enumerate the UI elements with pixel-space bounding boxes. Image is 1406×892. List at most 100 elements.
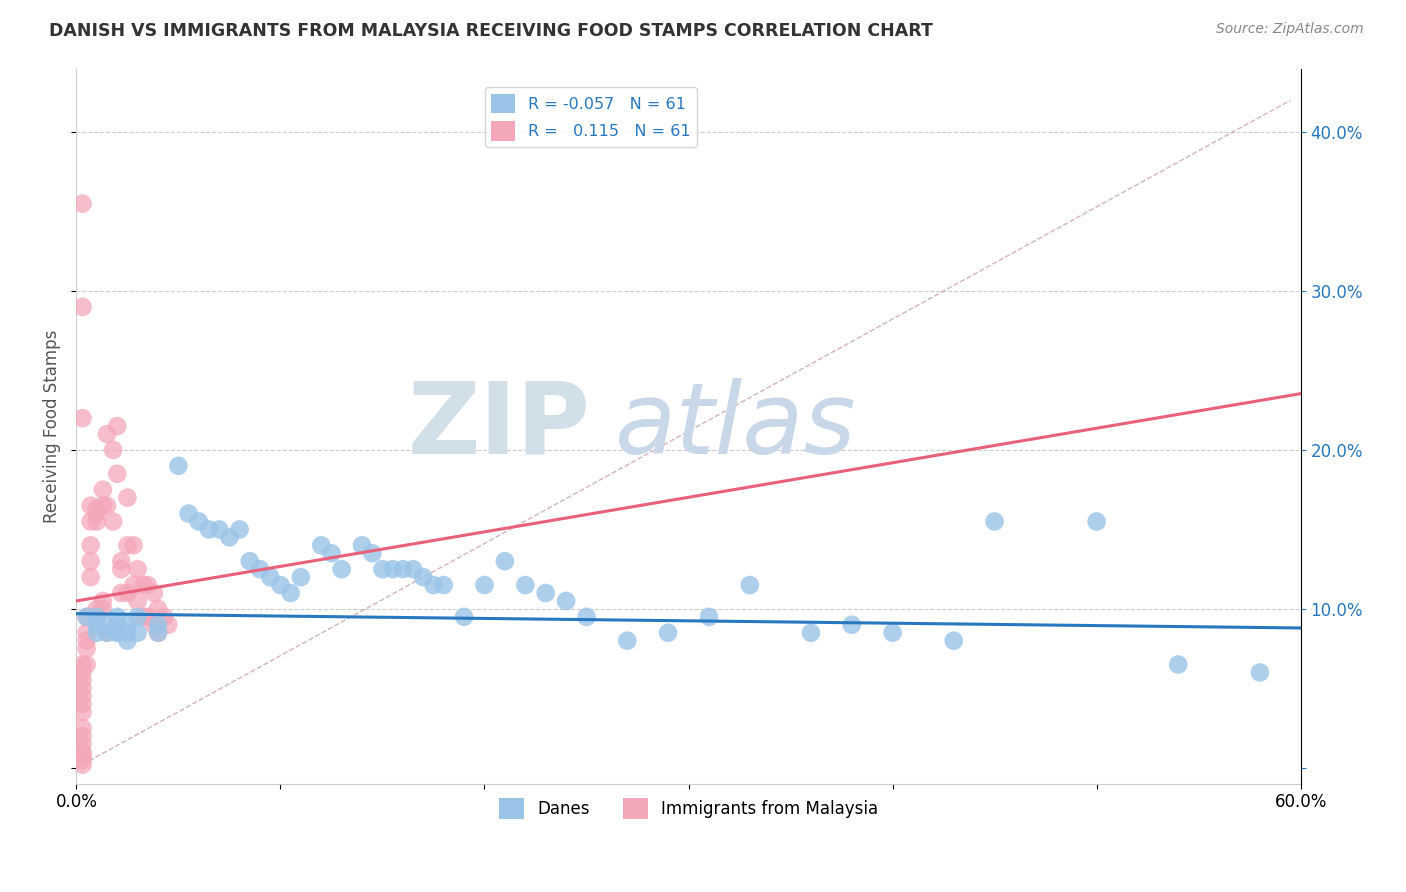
Point: [91, 602, 114, 616]
Point: [72, 690, 94, 704]
Point: [127, 625, 149, 640]
Point: [1249, 665, 1271, 680]
Point: [127, 594, 149, 608]
Point: [117, 617, 139, 632]
Point: [269, 578, 291, 592]
Point: [228, 523, 250, 537]
Point: [105, 610, 128, 624]
Point: [259, 570, 281, 584]
Point: [122, 538, 145, 552]
Point: [453, 610, 475, 624]
Point: [72, 681, 94, 696]
Point: [208, 523, 231, 537]
Point: [72, 196, 94, 211]
Point: [76, 610, 98, 624]
Point: [86, 501, 108, 516]
Point: [79, 499, 101, 513]
Point: [79, 515, 101, 529]
Point: [117, 586, 139, 600]
Point: [534, 586, 557, 600]
Point: [841, 617, 863, 632]
Point: [117, 633, 139, 648]
Point: [96, 625, 118, 640]
Text: ZIP: ZIP: [408, 377, 591, 475]
Point: [86, 507, 108, 521]
Point: [142, 617, 165, 632]
Point: [146, 625, 169, 640]
Point: [79, 554, 101, 568]
Point: [72, 748, 94, 763]
Point: [697, 610, 720, 624]
Point: [474, 578, 496, 592]
Point: [117, 538, 139, 552]
Point: [122, 578, 145, 592]
Point: [983, 515, 1005, 529]
Point: [167, 458, 190, 473]
Text: DANISH VS IMMIGRANTS FROM MALAYSIA RECEIVING FOOD STAMPS CORRELATION CHART: DANISH VS IMMIGRANTS FROM MALAYSIA RECEI…: [49, 22, 934, 40]
Point: [86, 617, 108, 632]
Point: [187, 515, 209, 529]
Point: [91, 594, 114, 608]
Point: [738, 578, 761, 592]
Point: [91, 499, 114, 513]
Point: [105, 467, 128, 481]
Point: [882, 625, 904, 640]
Point: [402, 562, 425, 576]
Point: [105, 419, 128, 434]
Point: [72, 721, 94, 735]
Point: [101, 515, 124, 529]
Point: [96, 427, 118, 442]
Y-axis label: Receiving Food Stamps: Receiving Food Stamps: [44, 329, 60, 523]
Point: [132, 610, 155, 624]
Point: [146, 617, 169, 632]
Point: [76, 641, 98, 656]
Point: [239, 554, 262, 568]
Point: [76, 657, 98, 672]
Point: [96, 625, 118, 640]
Point: [72, 737, 94, 751]
Point: [290, 570, 312, 584]
Point: [352, 538, 374, 552]
Point: [76, 633, 98, 648]
Point: [72, 745, 94, 759]
Point: [72, 753, 94, 767]
Point: [157, 617, 180, 632]
Point: [309, 538, 332, 552]
Point: [361, 546, 384, 560]
Point: [422, 578, 444, 592]
Point: [142, 586, 165, 600]
Point: [177, 507, 200, 521]
Point: [110, 562, 132, 576]
Point: [96, 499, 118, 513]
Point: [72, 665, 94, 680]
Point: [153, 610, 176, 624]
Point: [86, 610, 108, 624]
Point: [91, 483, 114, 497]
Point: [330, 562, 353, 576]
Point: [110, 554, 132, 568]
Legend: Danes, Immigrants from Malaysia: Danes, Immigrants from Malaysia: [492, 792, 884, 825]
Point: [86, 610, 108, 624]
Point: [105, 625, 128, 640]
Point: [136, 610, 159, 624]
Point: [218, 530, 240, 544]
Point: [1167, 657, 1189, 672]
Text: atlas: atlas: [614, 377, 856, 475]
Point: [86, 515, 108, 529]
Point: [105, 625, 128, 640]
Point: [86, 625, 108, 640]
Point: [942, 633, 965, 648]
Point: [249, 562, 271, 576]
Point: [198, 523, 221, 537]
Point: [72, 729, 94, 743]
Point: [105, 617, 128, 632]
Point: [433, 578, 456, 592]
Point: [146, 625, 169, 640]
Point: [72, 757, 94, 772]
Point: [132, 578, 155, 592]
Point: [146, 602, 169, 616]
Point: [76, 610, 98, 624]
Point: [110, 586, 132, 600]
Point: [515, 578, 537, 592]
Point: [616, 633, 638, 648]
